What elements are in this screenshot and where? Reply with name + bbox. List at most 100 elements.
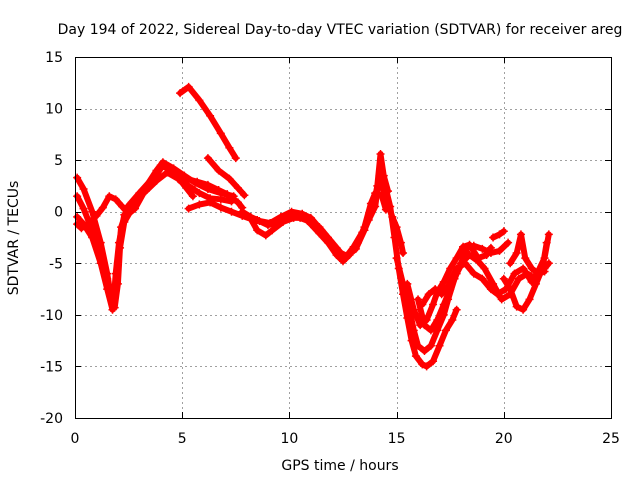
data-point [386, 202, 395, 211]
data-point [92, 211, 101, 220]
data-point [184, 82, 193, 91]
data-point [482, 251, 491, 260]
data-point [158, 161, 167, 170]
data-point [341, 254, 350, 263]
data-point [429, 357, 438, 366]
x-tick-label: 20 [495, 431, 513, 447]
data-point [506, 259, 515, 268]
data-point [171, 170, 180, 179]
data-point [497, 295, 506, 304]
data-point [420, 346, 429, 355]
data-point [540, 267, 549, 276]
data-point [261, 231, 270, 240]
data-point [306, 218, 315, 227]
data-point [452, 305, 461, 314]
data-point [206, 198, 215, 207]
series-layer [73, 82, 553, 371]
data-point [448, 316, 457, 325]
x-tick-label: 5 [178, 431, 187, 447]
data-point [246, 212, 255, 221]
data-point [268, 226, 277, 235]
data-point [113, 259, 122, 268]
data-point [165, 165, 174, 174]
data-point [214, 186, 223, 195]
chart-title: Day 194 of 2022, Sidereal Day-to-day VTE… [58, 22, 623, 38]
data-point [516, 230, 525, 239]
data-point [349, 242, 358, 251]
data-point [195, 96, 204, 105]
data-point [124, 201, 133, 210]
data-point [206, 111, 215, 120]
data-point [203, 180, 212, 189]
data-point [253, 226, 262, 235]
data-point [531, 279, 540, 288]
data-point [486, 285, 495, 294]
x-tick-label: 15 [388, 431, 406, 447]
data-point [452, 254, 461, 263]
data-point [79, 185, 88, 194]
data-point [263, 221, 272, 230]
data-point [371, 202, 380, 211]
data-point [441, 326, 450, 335]
data-point [73, 192, 82, 201]
data-point [238, 207, 247, 216]
data-point [225, 174, 234, 183]
data-point [231, 154, 240, 163]
series-track-15 [419, 231, 552, 308]
data-point [519, 305, 528, 314]
y-tick-label: -5 [49, 256, 63, 272]
data-point [495, 230, 504, 239]
data-point [376, 149, 385, 158]
data-point [439, 277, 448, 286]
data-point [504, 238, 513, 247]
data-point [214, 166, 223, 175]
data-point [253, 215, 262, 224]
data-point [390, 233, 399, 242]
data-point [459, 242, 468, 251]
data-point [499, 227, 508, 236]
data-point [184, 204, 193, 213]
data-point [315, 223, 324, 232]
data-point [240, 191, 249, 200]
data-point [414, 295, 423, 304]
data-point [77, 224, 86, 233]
y-tick-label: -15 [40, 359, 63, 375]
data-point [426, 341, 435, 350]
x-tick-label: 0 [71, 431, 80, 447]
data-point [510, 269, 519, 278]
plot-frame [75, 57, 612, 419]
data-point [111, 195, 120, 204]
y-ticks: 15 10 5 0 -5 -10 -15 -20 [40, 50, 611, 427]
data-point [512, 248, 521, 257]
data-point [79, 204, 88, 213]
data-point [403, 279, 412, 288]
y-tick-label: -20 [40, 411, 63, 427]
data-point [534, 269, 543, 278]
data-point [469, 269, 478, 278]
data-point [525, 295, 534, 304]
data-point [506, 285, 515, 294]
data-point [465, 251, 474, 260]
data-point [514, 274, 523, 283]
series-track-4 [74, 162, 173, 232]
data-point [203, 154, 212, 163]
data-point [188, 192, 197, 201]
data-point [493, 290, 502, 299]
data-point [392, 254, 401, 263]
data-point [414, 341, 423, 350]
data-point [225, 143, 234, 152]
data-point [332, 243, 341, 252]
y-axis-label: SDTVAR / TECUs [6, 181, 22, 296]
data-point [444, 281, 453, 290]
data-point [452, 264, 461, 273]
data-point [512, 302, 521, 311]
x-axis-label: GPS time / hours [281, 458, 398, 474]
data-point [105, 192, 114, 201]
data-point [216, 195, 225, 204]
data-point [437, 290, 446, 299]
data-point [461, 259, 470, 268]
data-point [88, 207, 97, 216]
data-point [499, 274, 508, 283]
data-point [411, 352, 420, 361]
